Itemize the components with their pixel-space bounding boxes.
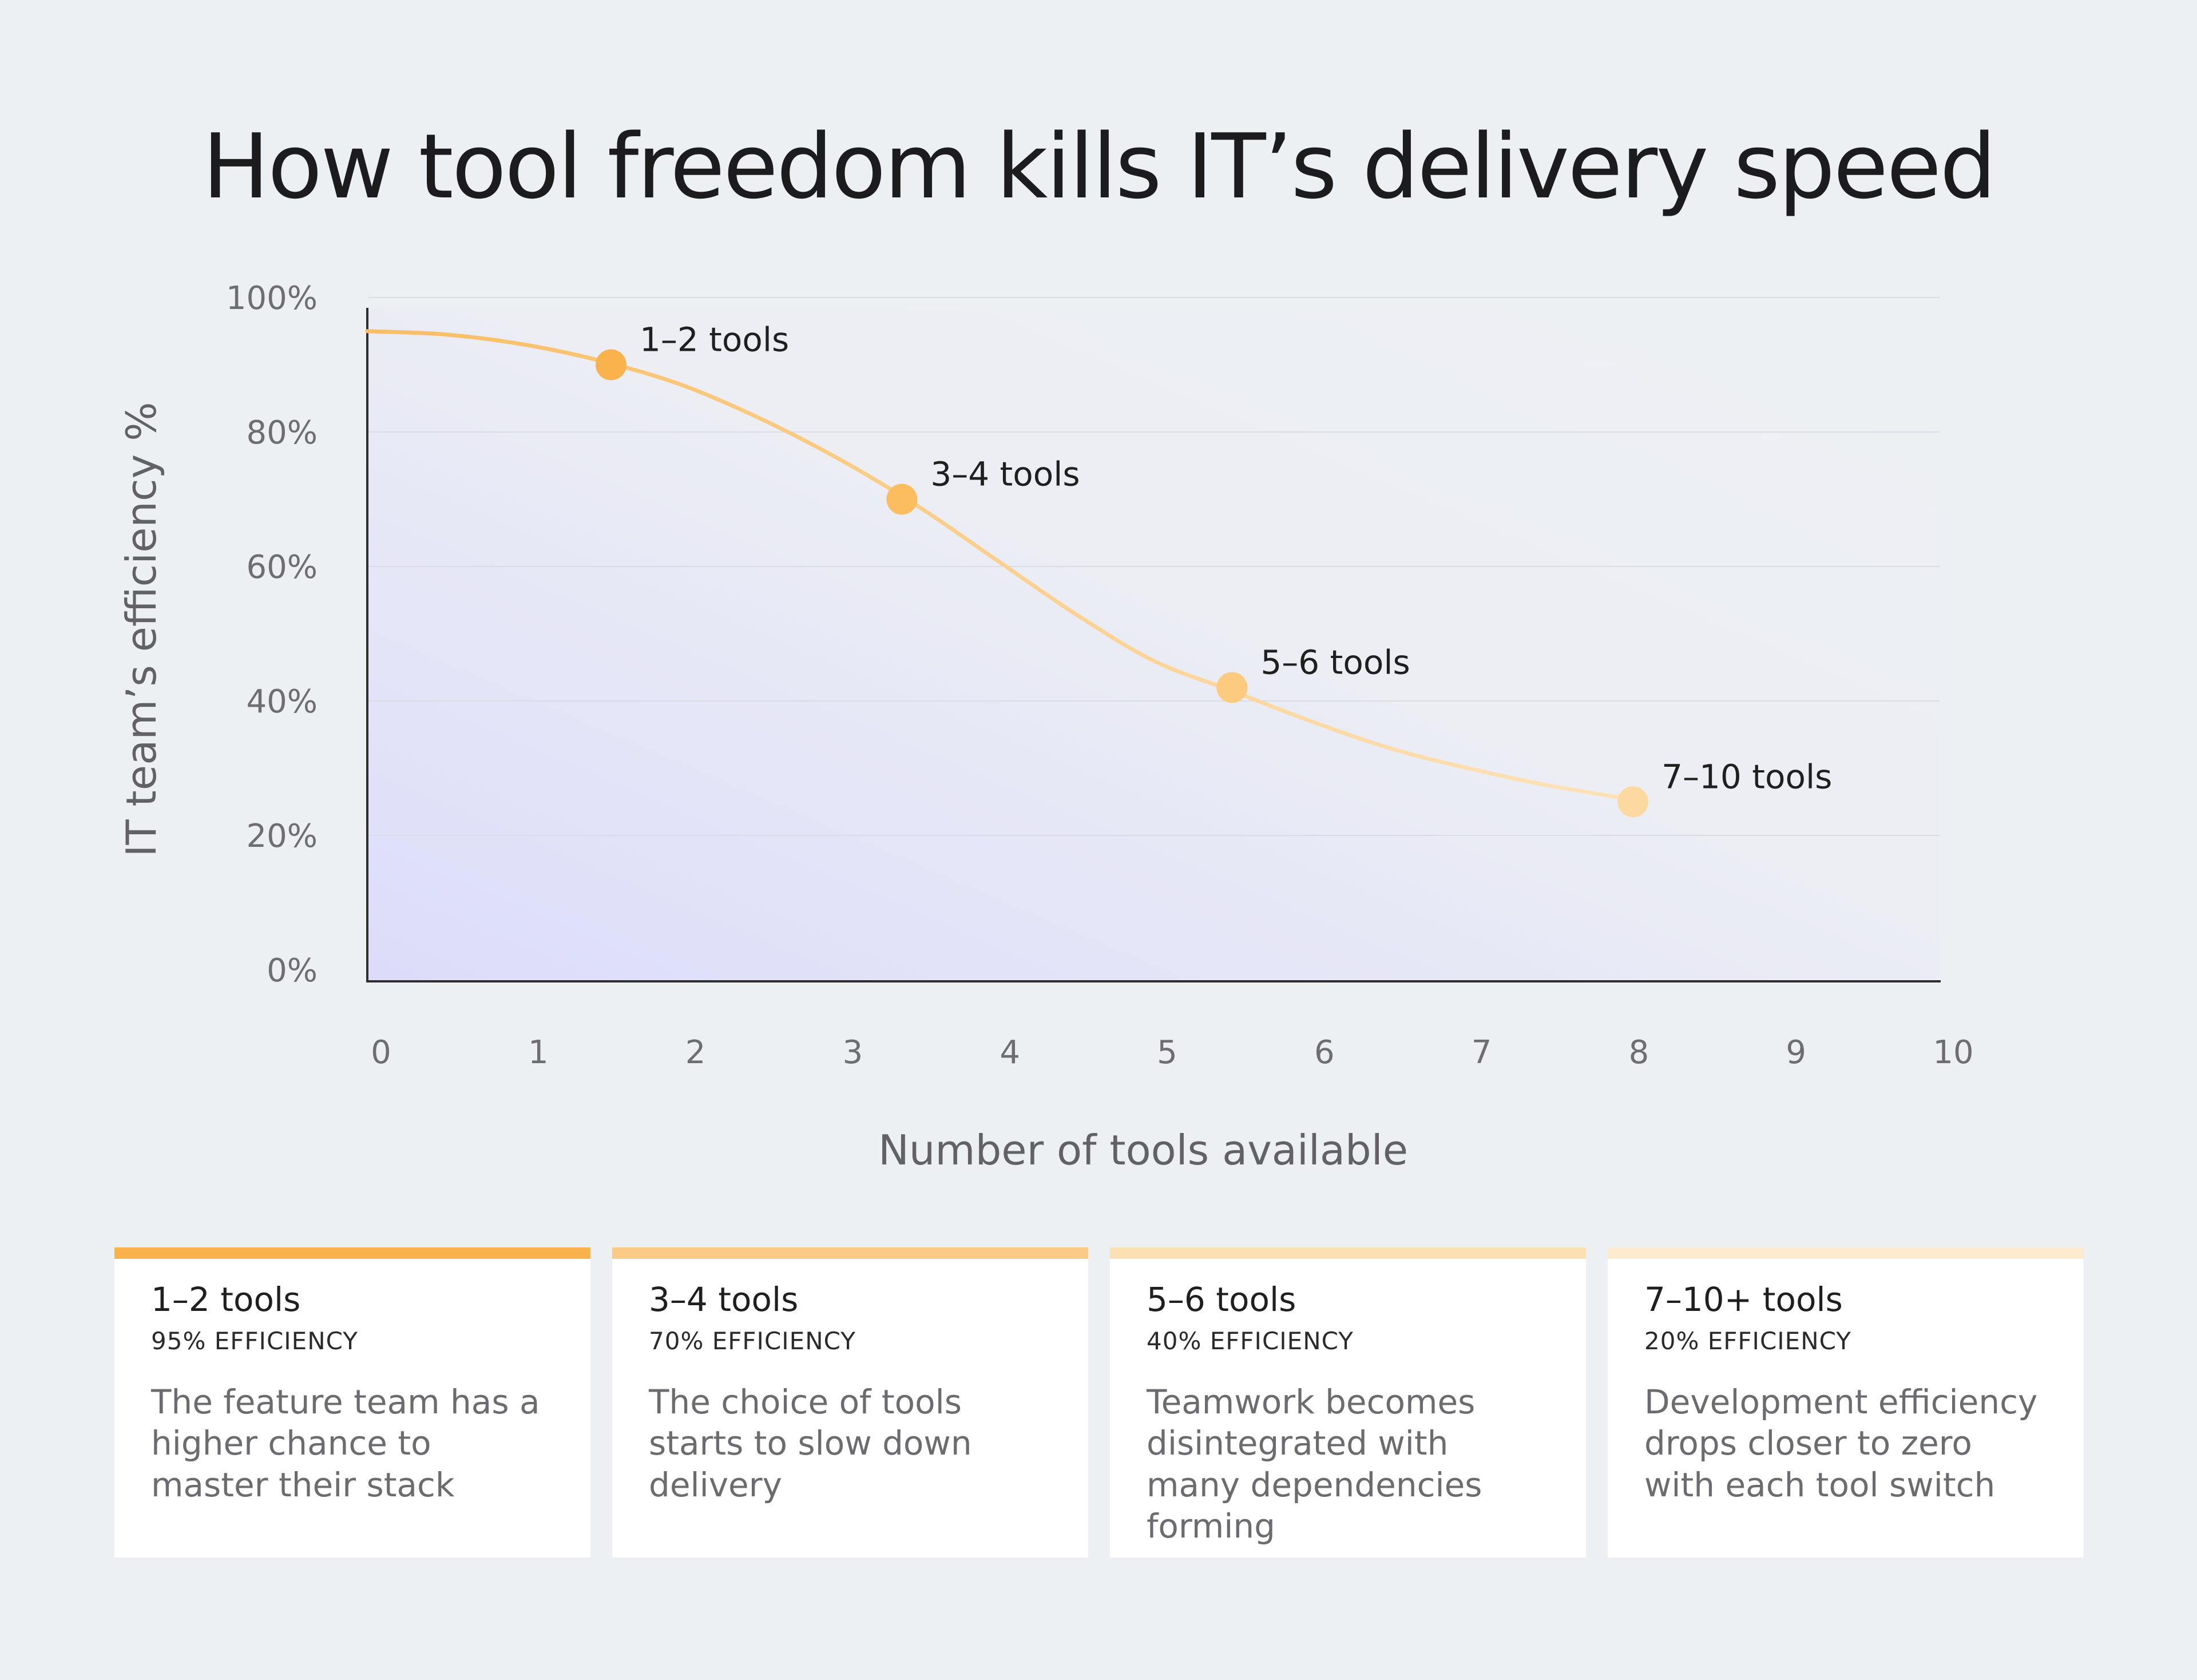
data-point-label: 3–4 tools: [930, 455, 1080, 494]
x-tick-label: 4: [1000, 1034, 1020, 1071]
y-axis-title: IT team’s efficiency %: [117, 402, 165, 857]
tool-card: 5–6 tools 40% EFFICIENCY Teamwork becomes …: [1110, 1247, 1586, 1558]
x-tick-label: 3: [843, 1034, 863, 1071]
x-tick-label: 0: [371, 1034, 391, 1071]
x-tick-label: 8: [1629, 1034, 1649, 1071]
card-description: The feature team has a higher chance to …: [151, 1382, 540, 1504]
x-axis-title: Number of tools available: [878, 1126, 1408, 1174]
card-efficiency: 70% EFFICIENCY: [649, 1326, 856, 1355]
x-tick-label: 9: [1786, 1034, 1806, 1071]
x-tick-label: 10: [1933, 1034, 1973, 1071]
data-point-2: [886, 484, 918, 515]
card-accent-bar: [1608, 1247, 2084, 1259]
x-tick-label: 1: [528, 1034, 549, 1071]
tool-card: 3–4 tools 70% EFFICIENCY The choice of too…: [612, 1247, 1088, 1558]
card-title: 1–2 tools: [151, 1280, 301, 1319]
data-point-label: 7–10 tools: [1661, 757, 1832, 796]
card-accent-bar: [612, 1247, 1088, 1259]
card-efficiency: 40% EFFICIENCY: [1147, 1326, 1354, 1355]
data-point-label: 1–2 tools: [640, 320, 789, 359]
card-accent-bar: [1110, 1247, 1586, 1259]
card-description: Teamwork becomes disintegrated with many…: [1147, 1382, 1482, 1546]
data-point-label: 5–6 tools: [1260, 643, 1410, 682]
card-efficiency: 95% EFFICIENCY: [151, 1326, 358, 1355]
tool-card: 1–2 tools 95% EFFICIENCY The feature team …: [114, 1247, 590, 1558]
data-point-4: [1617, 786, 1649, 818]
efficiency-chart: 0% 20% 40% 60% 80% 100% 0 1 2 3 4 5 6 7 8 9 10 1–2 tools…: [117, 280, 1974, 1174]
card-description: Development efficiency drops closer to z…: [1644, 1382, 2038, 1504]
data-point-3: [1216, 672, 1248, 703]
y-tick-label: 0%: [267, 952, 318, 989]
y-tick-label: 20%: [247, 818, 318, 855]
data-point-1: [595, 349, 626, 381]
card-title: 5–6 tools: [1147, 1280, 1296, 1319]
y-tick-label: 80%: [247, 414, 318, 451]
x-tick-label: 6: [1314, 1034, 1335, 1071]
x-tick-label: 5: [1157, 1034, 1177, 1071]
page-title: How tool freedom kills IT’s delivery spe…: [202, 114, 1997, 219]
tool-card: 7–10+ tools 20% EFFICIENCY Development eff…: [1608, 1247, 2084, 1558]
card-efficiency: 20% EFFICIENCY: [1644, 1326, 1851, 1355]
card-accent-bar: [114, 1247, 590, 1259]
plot-area: [367, 309, 1940, 981]
y-tick-label: 100%: [226, 280, 318, 317]
y-tick-label: 40%: [247, 683, 318, 720]
x-tick-label: 7: [1472, 1034, 1492, 1071]
card-title: 7–10+ tools: [1644, 1280, 1843, 1319]
x-tick-label: 2: [685, 1034, 706, 1071]
y-tick-label: 60%: [247, 549, 318, 586]
card-description: The choice of tools starts to slow down …: [649, 1382, 972, 1504]
card-title: 3–4 tools: [649, 1280, 799, 1319]
